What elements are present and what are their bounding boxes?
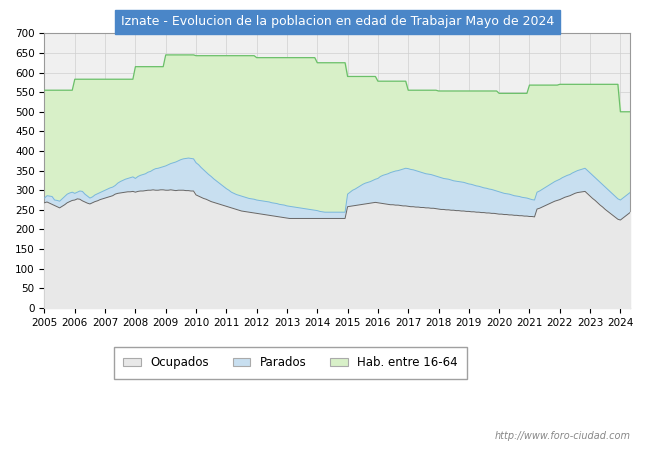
Title: Iznate - Evolucion de la poblacion en edad de Trabajar Mayo de 2024: Iznate - Evolucion de la poblacion en ed… [121,15,554,28]
Legend: Ocupados, Parados, Hab. entre 16-64: Ocupados, Parados, Hab. entre 16-64 [114,347,467,379]
Text: http://www.foro-ciudad.com: http://www.foro-ciudad.com [495,431,630,441]
